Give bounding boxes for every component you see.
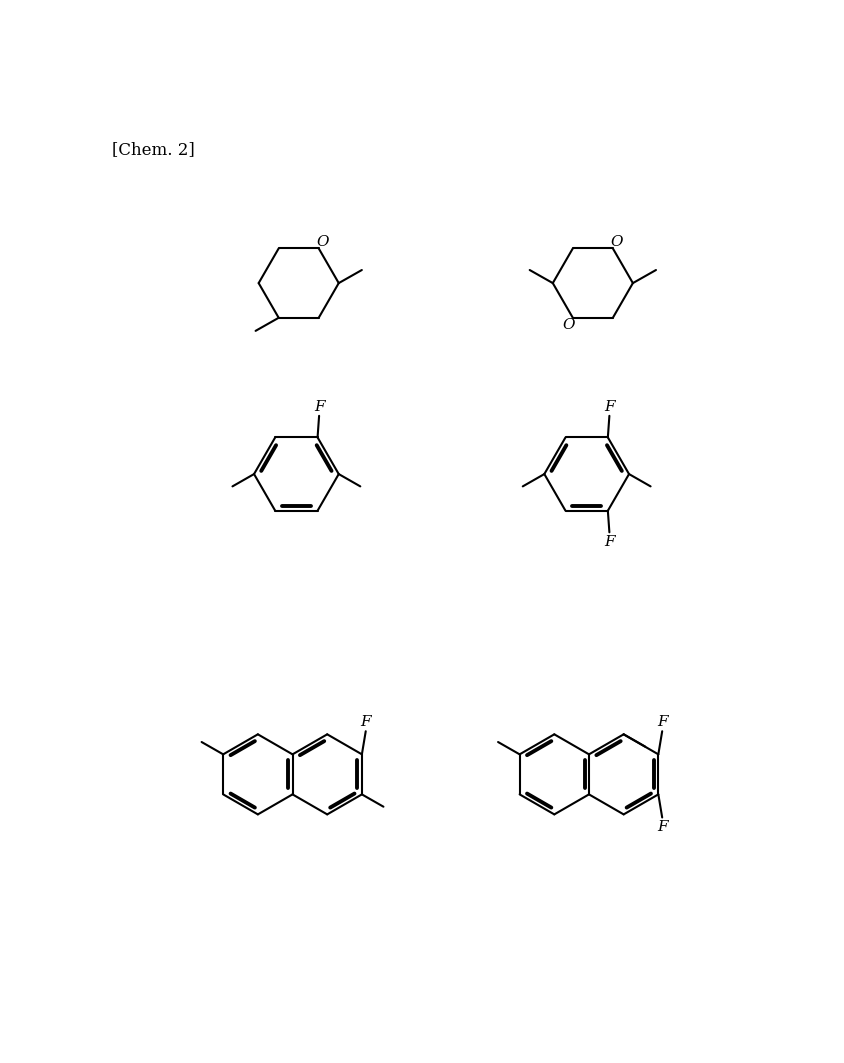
Text: [Chem. 2]: [Chem. 2] — [111, 141, 194, 158]
Text: F: F — [656, 820, 667, 833]
Text: F: F — [603, 535, 614, 549]
Text: O: O — [316, 235, 328, 249]
Text: O: O — [562, 319, 575, 333]
Text: F: F — [656, 715, 667, 729]
Text: O: O — [609, 235, 622, 249]
Text: F: F — [313, 400, 324, 414]
Text: F: F — [603, 400, 614, 414]
Text: F: F — [360, 715, 371, 729]
